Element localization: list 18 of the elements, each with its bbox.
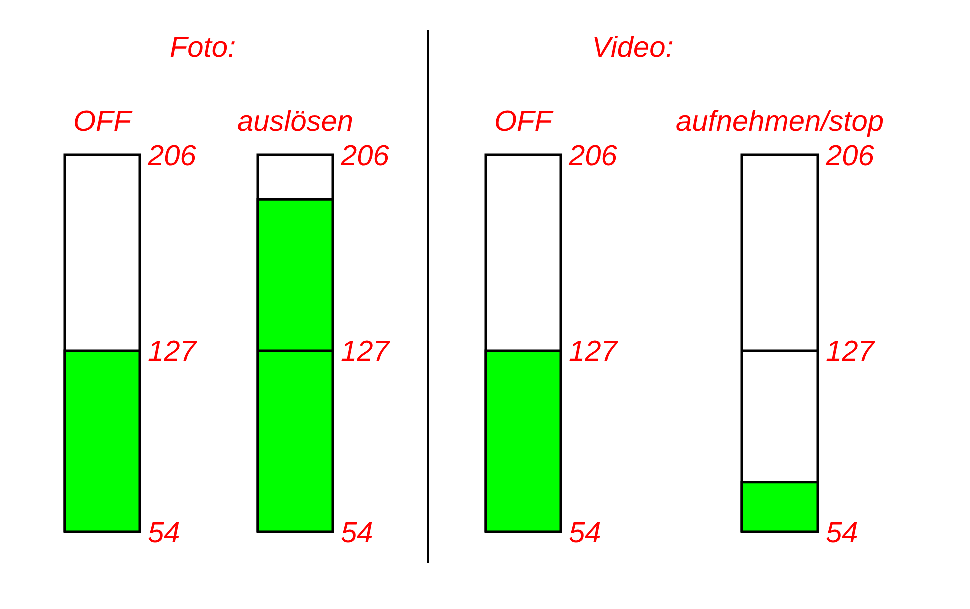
x-tick-label: aufnehmen/stop [676, 106, 884, 138]
y-tick-label: 54 [148, 517, 180, 550]
y-tick-label: 206 [825, 140, 876, 172]
y-tick-label: 127 [826, 336, 876, 368]
x-tick-label: auslösen [237, 106, 354, 138]
y-tick-label: 54 [341, 517, 374, 550]
x-tick-label: OFF [494, 106, 555, 138]
y-tick-label: 127 [148, 336, 198, 368]
y-tick-label: 127 [341, 336, 392, 368]
y-tick-label: 206 [568, 140, 618, 172]
y-tick-label: 206 [147, 140, 198, 172]
chart-title: Video: [592, 32, 674, 64]
y-tick-label: 54 [569, 517, 602, 550]
y-tick-label: 206 [340, 140, 390, 172]
y-tick-label: 127 [569, 336, 620, 368]
chart-title: Foto: [170, 32, 236, 64]
x-tick-label: OFF [74, 106, 134, 138]
y-tick-label: 54 [826, 517, 858, 550]
